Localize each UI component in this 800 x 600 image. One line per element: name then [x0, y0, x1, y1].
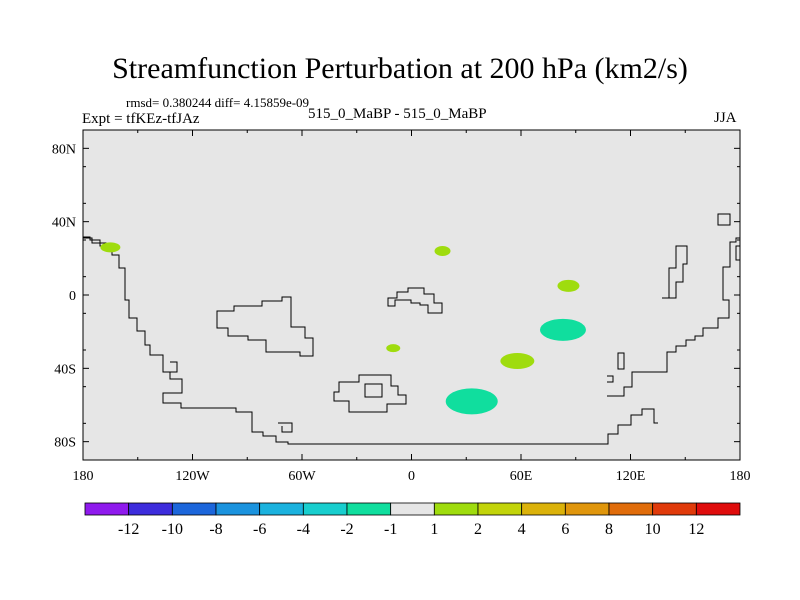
colorbar-swatch — [259, 502, 304, 516]
colorbar-label: -4 — [297, 521, 310, 538]
anomaly-patch — [100, 242, 121, 253]
map-background — [83, 130, 740, 460]
colorbar-label: -1 — [384, 521, 397, 538]
coastline — [83, 213, 740, 445]
lon-tick-label: 60E — [510, 469, 533, 484]
colorbar-swatch — [390, 502, 435, 516]
colorbar-label: -8 — [209, 521, 222, 538]
colorbar-swatch — [608, 502, 654, 516]
lon-tick-label: 120W — [175, 469, 210, 484]
colorbar-swatch — [128, 502, 173, 516]
lon-tick-label: 180 — [730, 469, 751, 484]
anomaly-patch — [434, 246, 451, 256]
colorbar-label: 6 — [561, 521, 569, 538]
colorbar-swatch — [84, 502, 130, 516]
lat-tick-label: 80S — [54, 436, 76, 451]
colorbar-swatch — [564, 502, 610, 516]
anomaly-layer — [100, 242, 586, 415]
colorbar-label: 4 — [518, 521, 526, 538]
colorbar-label: 10 — [645, 521, 661, 538]
colorbar-label: 2 — [474, 521, 482, 538]
colorbar-swatch — [215, 502, 261, 516]
colorbar-swatch — [521, 502, 566, 516]
lat-tick-label: 80N — [52, 142, 76, 157]
colorbar-swatch — [433, 502, 479, 516]
stats-label: rmsd= 0.380244 diff= 4.15859e-09 — [126, 95, 310, 110]
colorbar-label: 1 — [430, 521, 438, 538]
plot-title: Streamfunction Perturbation at 200 hPa (… — [112, 52, 688, 85]
colorbar: -12 -10 -8 -6 -4 -2 -1 1 2 4 6 8 10 12 — [84, 502, 741, 538]
lat-axis: 80N 40N 0 40S 80S — [52, 129, 740, 461]
case-label: 515_0_MaBP - 515_0_MaBP — [308, 106, 487, 122]
lat-tick-label: 0 — [69, 289, 76, 304]
anomaly-patch — [557, 279, 580, 292]
lon-tick-label: 60W — [288, 469, 316, 484]
anomaly-patch — [500, 353, 535, 369]
colorbar-label: 8 — [605, 521, 613, 538]
colorbar-swatch — [695, 502, 741, 516]
anomaly-patch — [386, 344, 401, 353]
colorbar-label: 12 — [688, 521, 704, 538]
experiment-label: Expt = tfKEz-tfJAz — [82, 111, 200, 127]
lon-tick-label: 0 — [408, 469, 415, 484]
colorbar-swatch — [302, 502, 348, 516]
colorbar-swatch — [652, 502, 697, 516]
anomaly-patch — [445, 388, 498, 415]
lon-tick-label: 120E — [616, 469, 646, 484]
lon-tick-label: 180 — [73, 469, 94, 484]
colorbar-swatch — [346, 502, 392, 516]
anomaly-patch — [539, 318, 586, 341]
lat-tick-label: 40S — [54, 362, 76, 377]
colorbar-label: -6 — [253, 521, 266, 538]
colorbar-label: -2 — [340, 521, 353, 538]
colorbar-swatch — [477, 502, 523, 516]
lat-tick-label: 40N — [52, 216, 76, 231]
colorbar-label: -12 — [118, 521, 139, 538]
colorbar-label: -10 — [162, 521, 183, 538]
lon-axis: 180 120W 60W 0 60E 120E 180 — [73, 130, 751, 484]
colorbar-swatch — [171, 502, 217, 516]
season-label: JJA — [714, 110, 737, 126]
